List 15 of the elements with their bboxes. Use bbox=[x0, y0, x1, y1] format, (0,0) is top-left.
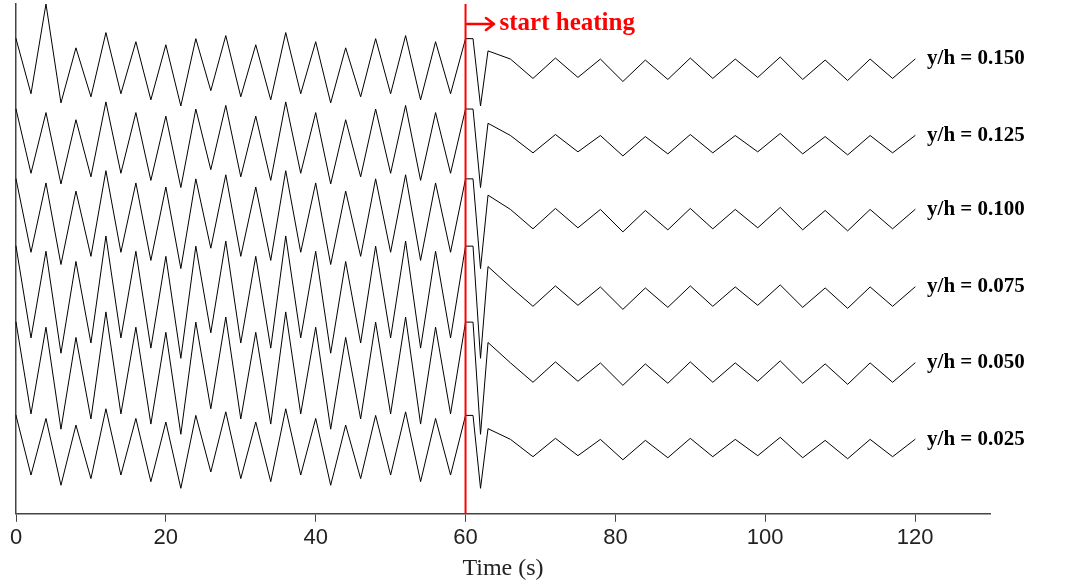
x-tick-label: 120 bbox=[896, 524, 934, 550]
series-label: y/h = 0.025 bbox=[927, 425, 1025, 450]
x-tick-label: 0 bbox=[9, 524, 23, 550]
x-axis-title: Time (s) bbox=[462, 553, 544, 580]
x-tick-label: 20 bbox=[153, 524, 179, 550]
series-label: y/h = 0.100 bbox=[927, 195, 1025, 220]
x-tick-label: 100 bbox=[746, 524, 784, 550]
series-label: y/h = 0.075 bbox=[927, 273, 1025, 298]
series-label: y/h = 0.050 bbox=[927, 349, 1025, 374]
x-tick-label: 60 bbox=[453, 524, 478, 550]
x-tick-label: 40 bbox=[303, 524, 328, 550]
x-tick-label: 80 bbox=[603, 524, 628, 550]
ref-line-label: start heating bbox=[499, 8, 636, 36]
series-label: y/h = 0.150 bbox=[927, 45, 1025, 70]
series-label: y/h = 0.125 bbox=[927, 121, 1025, 146]
